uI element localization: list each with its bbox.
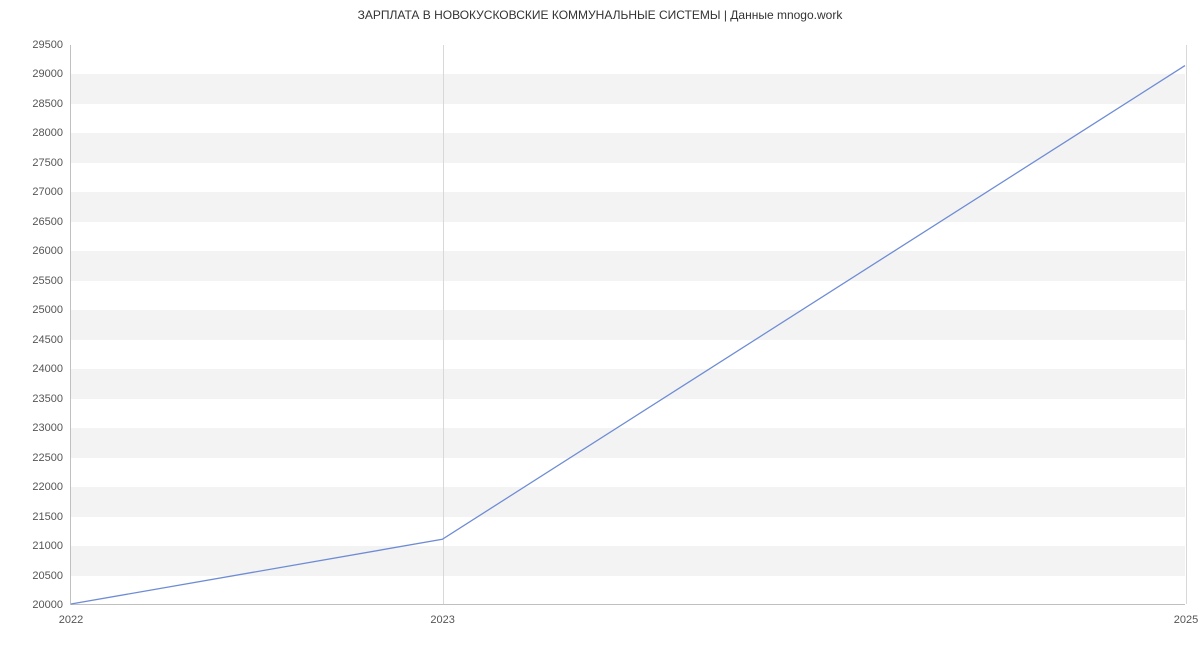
y-axis-tick: 27500 bbox=[32, 157, 63, 169]
series-layer bbox=[71, 45, 1185, 604]
y-axis-tick: 28000 bbox=[32, 127, 63, 139]
x-axis-tick: 2022 bbox=[59, 614, 83, 626]
y-axis-tick: 27000 bbox=[32, 186, 63, 198]
y-axis-tick: 29500 bbox=[32, 39, 63, 51]
y-axis-tick: 25000 bbox=[32, 304, 63, 316]
series-line-salary bbox=[71, 66, 1185, 604]
y-axis-tick: 20000 bbox=[32, 599, 63, 611]
y-axis-tick: 23500 bbox=[32, 393, 63, 405]
y-axis-tick: 26000 bbox=[32, 245, 63, 257]
x-gridline bbox=[1186, 45, 1187, 604]
y-axis-tick: 25500 bbox=[32, 275, 63, 287]
y-axis-tick: 24500 bbox=[32, 334, 63, 346]
chart-title: ЗАРПЛАТА В НОВОКУСКОВСКИЕ КОММУНАЛЬНЫЕ С… bbox=[0, 8, 1200, 22]
y-axis-tick: 26500 bbox=[32, 216, 63, 228]
y-axis-tick: 20500 bbox=[32, 570, 63, 582]
y-axis-tick: 23000 bbox=[32, 422, 63, 434]
y-axis-tick: 21000 bbox=[32, 540, 63, 552]
y-axis-tick: 24000 bbox=[32, 363, 63, 375]
plot-area: 2000020500210002150022000225002300023500… bbox=[70, 45, 1185, 605]
y-axis-tick: 21500 bbox=[32, 511, 63, 523]
x-axis-tick: 2023 bbox=[430, 614, 454, 626]
y-axis-tick: 22000 bbox=[32, 481, 63, 493]
chart-container: ЗАРПЛАТА В НОВОКУСКОВСКИЕ КОММУНАЛЬНЫЕ С… bbox=[0, 0, 1200, 650]
y-axis-tick: 29000 bbox=[32, 68, 63, 80]
y-axis-tick: 28500 bbox=[32, 98, 63, 110]
y-axis-tick: 22500 bbox=[32, 452, 63, 464]
x-axis-tick: 2025 bbox=[1174, 614, 1198, 626]
